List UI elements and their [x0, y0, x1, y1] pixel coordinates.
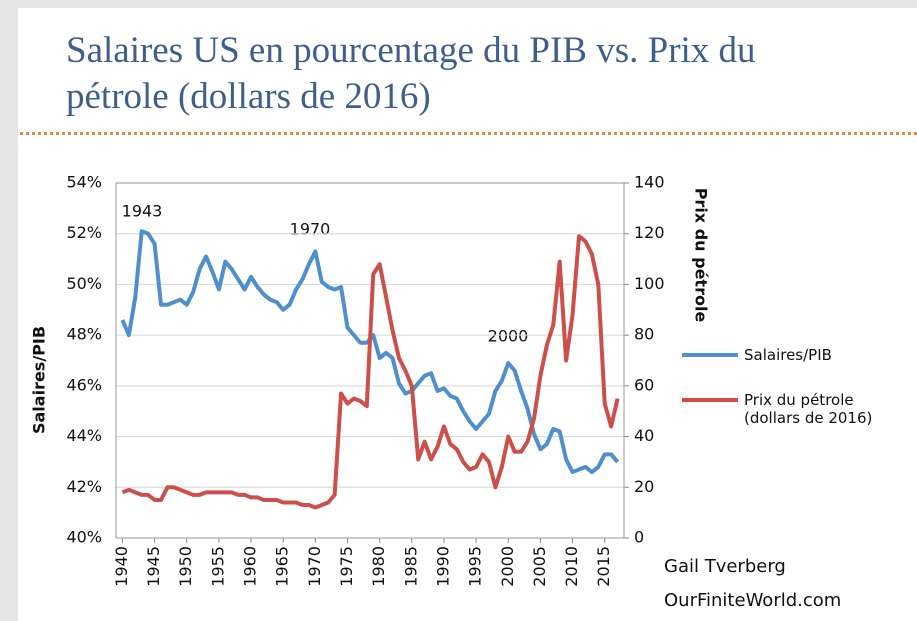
y2-tick-label: 40: [634, 426, 654, 445]
y2-tick-label: 100: [634, 274, 665, 293]
chart-title: Salaires US en pourcentage du PIB vs. Pr…: [66, 30, 756, 117]
y2-tick-label: 80: [634, 325, 654, 344]
x-tick-label: 1945: [144, 546, 163, 587]
x-tick-label: 2010: [562, 546, 581, 587]
x-tick-label: 2005: [530, 546, 549, 587]
y-tick-label: 54%: [66, 173, 102, 192]
series-line: [121, 234, 620, 510]
annotation: 1943: [122, 202, 163, 221]
plot-frame: [115, 182, 625, 539]
x-tick-label: 1955: [208, 546, 227, 587]
panel: [18, 8, 917, 621]
separator: [20, 132, 917, 135]
y2-axis-title: Prix du pétrole: [692, 188, 711, 323]
x-tick-label: 2015: [594, 546, 613, 587]
x-tick-label: 1950: [176, 546, 195, 587]
x-tick-label: 1990: [433, 546, 452, 587]
credit: Gail Tverberg: [664, 556, 786, 577]
y2-tick-label: 140: [634, 173, 665, 192]
y2-tick-label: 60: [634, 375, 654, 394]
x-tick-label: 1975: [337, 546, 356, 587]
y-axis-title: Salaires/PIB: [30, 326, 49, 434]
x-tick-label: 1995: [466, 546, 485, 587]
x-tick-label: 1965: [273, 546, 292, 587]
legend-label: Prix du pétrole (dollars de 2016): [744, 391, 873, 427]
y-tick-label: 48%: [66, 325, 102, 344]
credit: OurFiniteWorld.com: [664, 590, 842, 611]
y-tick-label: 46%: [66, 375, 102, 394]
x-tick-label: 2000: [498, 546, 517, 587]
y-tick-label: 40%: [66, 528, 102, 547]
x-tick-label: 1985: [401, 546, 420, 587]
y2-tick-label: 120: [634, 223, 665, 242]
y-tick-label: 50%: [66, 274, 102, 293]
y-tick-label: 52%: [66, 223, 102, 242]
annotation: 2000: [488, 327, 529, 346]
x-tick-label: 1960: [241, 546, 260, 587]
annotation: 1970: [290, 220, 331, 239]
y-tick-label: 44%: [66, 426, 102, 445]
y-tick-label: 42%: [66, 477, 102, 496]
x-tick-label: 1970: [305, 546, 324, 587]
x-tick-label: 1980: [369, 546, 388, 587]
legend-label: Salaires/PIB: [744, 346, 832, 364]
y2-tick-label: 0: [634, 528, 644, 547]
x-tick-label: 1940: [112, 546, 131, 587]
y2-tick-label: 20: [634, 477, 654, 496]
